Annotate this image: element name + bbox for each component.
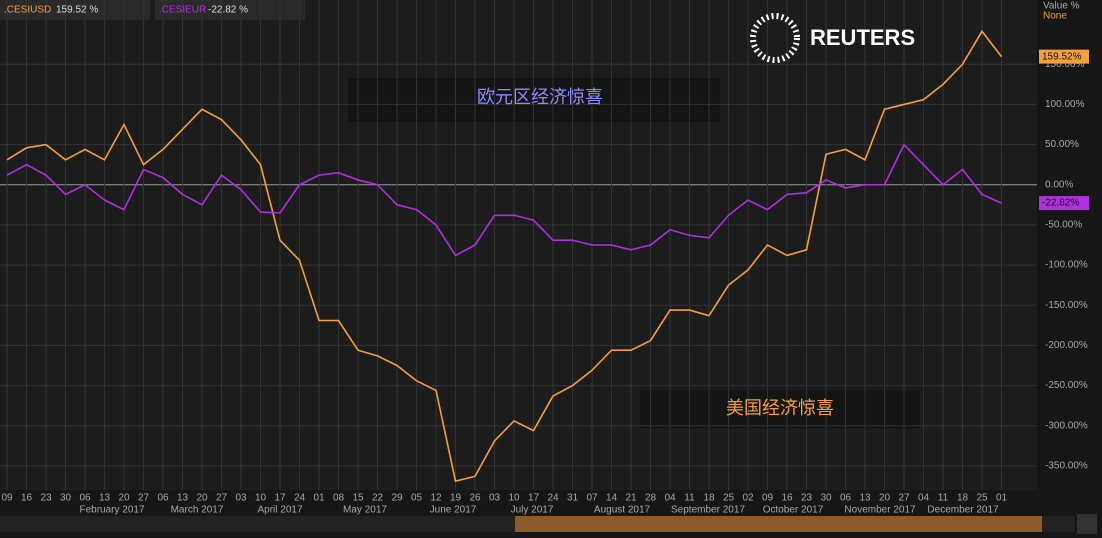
x-tick-label: 09	[1, 493, 13, 504]
series-line	[6, 143, 1002, 257]
x-tick-label: 22	[372, 493, 384, 504]
x-tick-label: 20	[879, 493, 891, 504]
x-tick-label: 23	[40, 493, 52, 504]
y-tick-label: -250.00%	[1045, 380, 1088, 391]
x-tick-label: 23	[801, 493, 813, 504]
x-tick-label: 13	[99, 493, 111, 504]
last-value-tag	[1039, 196, 1089, 211]
month-label: February 2017	[79, 505, 144, 516]
y-tick-label: 0.00%	[1045, 179, 1073, 190]
month-label: March 2017	[171, 505, 224, 516]
brand-logo	[750, 13, 800, 63]
y-tick-label: -50.00%	[1045, 220, 1082, 231]
x-tick-label: 03	[489, 493, 501, 504]
last-value-tag	[1039, 49, 1089, 64]
x-tick-label: 09	[762, 493, 774, 504]
x-tick-label: 10	[255, 493, 267, 504]
month-label: November 2017	[844, 505, 916, 516]
y-tick-label: -100.00%	[1045, 260, 1088, 271]
x-tick-label: 06	[157, 493, 169, 504]
x-tick-label: 16	[781, 493, 793, 504]
x-tick-label: 25	[976, 493, 988, 504]
x-tick-label: 03	[235, 493, 247, 504]
y-tick-label: 150.00%	[1045, 59, 1085, 70]
y-tick-label: 50.00%	[1045, 139, 1079, 150]
annotation: 欧元区经济惊喜	[477, 87, 603, 107]
zoom-button[interactable]	[1077, 514, 1097, 534]
chip[interactable]	[155, 0, 305, 20]
chip-name: .CESIEUR	[159, 5, 206, 16]
x-tick-label: 08	[333, 493, 345, 504]
series-line	[6, 29, 1003, 483]
chip[interactable]	[0, 0, 150, 20]
x-tick-label: 27	[216, 493, 228, 504]
annotation-box	[640, 390, 920, 428]
month-label: September 2017	[671, 505, 745, 516]
chip-value: -22.82 %	[208, 5, 248, 16]
x-tick-label: 27	[898, 493, 910, 504]
x-tick-label: 21	[625, 493, 637, 504]
x-tick-label: 16	[21, 493, 33, 504]
x-tick-label: 14	[606, 493, 618, 504]
x-tick-label: 04	[664, 493, 676, 504]
x-tick-label: 28	[645, 493, 657, 504]
month-label: June 2017	[430, 505, 477, 516]
x-tick-label: 10	[508, 493, 520, 504]
month-label: May 2017	[343, 505, 387, 516]
axis-title: Value %	[1043, 1, 1080, 12]
x-tick-label: 17	[528, 493, 540, 504]
chip-name: .CESIUSD	[4, 5, 51, 16]
x-tick-label: 12	[430, 493, 442, 504]
brand: REUTERS	[810, 25, 915, 50]
x-tick-label: 05	[411, 493, 423, 504]
x-tick-label: 11	[684, 493, 695, 504]
x-tick-label: 06	[79, 493, 91, 504]
x-tick-label: 11	[938, 493, 949, 504]
month-label: July 2017	[511, 505, 554, 516]
month-label: August 2017	[594, 505, 651, 516]
x-tick-label: 20	[118, 493, 130, 504]
x-tick-label: 13	[177, 493, 189, 504]
x-tick-label: 29	[391, 493, 403, 504]
y-tick-label: -200.00%	[1045, 340, 1088, 351]
x-tick-label: 18	[703, 493, 715, 504]
x-tick-label: 06	[840, 493, 852, 504]
x-tick-label: 17	[274, 493, 286, 504]
x-tick-label: 24	[294, 493, 306, 504]
x-tick-label: 01	[996, 493, 1008, 504]
x-tick-label: 30	[60, 493, 72, 504]
last-value-label: -22.82%	[1042, 198, 1079, 209]
x-tick-label: 26	[469, 493, 481, 504]
x-tick-label: 13	[859, 493, 871, 504]
y-tick-label: -350.00%	[1045, 461, 1088, 472]
month-label: December 2017	[927, 505, 999, 516]
x-tick-label: 31	[567, 493, 579, 504]
x-tick-label: 30	[820, 493, 832, 504]
month-label: April 2017	[257, 505, 302, 516]
scroll-window[interactable]	[515, 516, 1042, 532]
x-tick-label: 27	[138, 493, 150, 504]
x-tick-label: 19	[450, 493, 462, 504]
grid	[0, 0, 1037, 490]
x-tick-label: 04	[918, 493, 930, 504]
chip-value: 159.52 %	[56, 5, 98, 16]
x-tick-label: 18	[957, 493, 969, 504]
x-tick-label: 02	[742, 493, 754, 504]
x-tick-label: 15	[352, 493, 364, 504]
axis-subtitle: None	[1043, 11, 1067, 22]
x-tick-label: 01	[313, 493, 325, 504]
y-tick-label: 100.00%	[1045, 99, 1085, 110]
annotation: 美国经济惊喜	[726, 398, 834, 418]
x-tick-label: 25	[723, 493, 735, 504]
y-tick-label: -300.00%	[1045, 420, 1088, 431]
x-tick-label: 20	[196, 493, 208, 504]
month-label: October 2017	[763, 505, 824, 516]
x-tick-label: 24	[547, 493, 559, 504]
lines	[6, 29, 1003, 483]
x-tick-label: 07	[586, 493, 598, 504]
last-value-label: 159.52%	[1042, 51, 1082, 62]
y-tick-label: -150.00%	[1045, 300, 1088, 311]
